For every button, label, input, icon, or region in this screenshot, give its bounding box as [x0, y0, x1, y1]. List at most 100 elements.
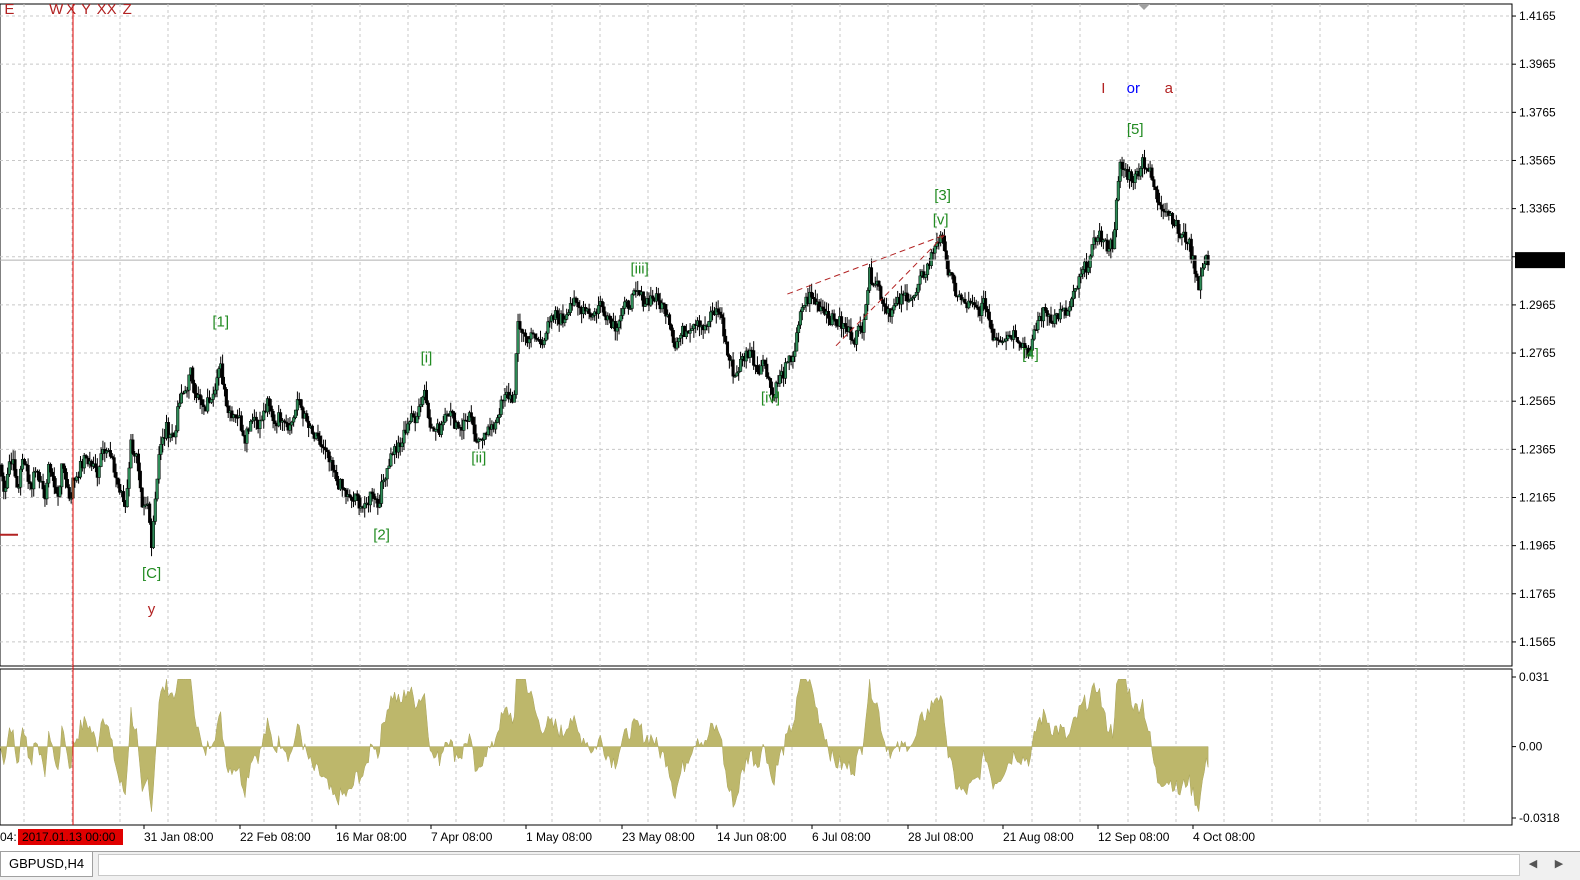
candle [434, 429, 437, 431]
candle [784, 363, 787, 379]
candle [1016, 337, 1019, 342]
candle [779, 375, 782, 383]
candle [722, 318, 725, 336]
candle [425, 390, 428, 403]
candle [1130, 172, 1133, 181]
candle [764, 360, 767, 364]
candle [240, 416, 243, 431]
candle [870, 268, 873, 284]
candle [721, 315, 724, 318]
candle [717, 309, 720, 312]
price-tick-label: 1.2565 [1519, 394, 1556, 408]
candle [296, 399, 299, 410]
candle [68, 487, 71, 498]
candle [169, 435, 172, 438]
candle [175, 431, 178, 437]
price-tick-label: 1.4165 [1519, 9, 1556, 23]
time-tick-label: 6 Jul 08:00 [812, 830, 871, 844]
candle [1014, 330, 1017, 337]
candle [158, 454, 161, 479]
candle [708, 322, 711, 327]
time-tick-label: 21 Aug 08:00 [1003, 830, 1074, 844]
candle [332, 460, 335, 470]
candle [500, 400, 503, 415]
candle [1196, 274, 1199, 277]
candle [709, 312, 712, 322]
candle [1177, 220, 1180, 233]
candle [1143, 158, 1146, 169]
time-tick-label: 7 Apr 08:00 [431, 830, 493, 844]
candle [844, 323, 847, 326]
candle [401, 443, 404, 447]
candle [919, 276, 922, 284]
candle [621, 308, 624, 315]
wave-label: [5] [1127, 121, 1144, 138]
candle [603, 307, 606, 316]
candle [358, 495, 361, 508]
candle [335, 472, 338, 481]
wave-label: [ii] [471, 450, 486, 467]
candle [1053, 315, 1056, 324]
candle [951, 272, 954, 275]
candle [1203, 264, 1206, 268]
candle [326, 450, 329, 452]
candle [515, 354, 518, 395]
candle [348, 494, 351, 497]
horizontal-scrollbar[interactable] [98, 854, 1520, 876]
candle [216, 378, 219, 390]
candle [1044, 307, 1047, 310]
candle [148, 504, 151, 523]
candle [319, 436, 322, 445]
candle [1158, 202, 1161, 205]
price-panel [0, 4, 1512, 666]
scroll-right-icon[interactable]: ▶ [1552, 856, 1566, 872]
price-tick-label: 1.3965 [1519, 57, 1556, 71]
wave-label: [iv] [761, 389, 780, 406]
candle [14, 459, 17, 476]
candle [651, 296, 654, 299]
candle [1108, 249, 1111, 251]
price-tick-label: 1.3365 [1519, 202, 1556, 216]
candle [42, 481, 45, 489]
candle [1080, 274, 1083, 277]
candle [577, 302, 580, 307]
symbol-tab-bar: GBPUSD,H4 ◀ ▶ [0, 851, 1580, 880]
candle [1121, 162, 1124, 169]
candle [270, 406, 273, 411]
candle [109, 450, 112, 456]
wave-label: [1] [212, 314, 229, 331]
candle [539, 339, 542, 343]
candle [94, 464, 97, 468]
candle [199, 395, 202, 400]
symbol-tab[interactable]: GBPUSD,H4 [0, 852, 93, 877]
candle [193, 383, 196, 393]
candle [51, 472, 54, 476]
osc-tick-label: 0.00 [1519, 740, 1543, 754]
candle [1156, 190, 1159, 203]
candle [16, 476, 19, 487]
wave-label: E [4, 1, 14, 18]
candle [732, 360, 735, 376]
candle [1068, 307, 1071, 311]
candle [214, 390, 217, 394]
candle [421, 397, 424, 404]
candle [1181, 235, 1184, 238]
candle [1050, 315, 1053, 323]
time-tick-label: 16 Mar 08:00 [336, 830, 407, 844]
candle [223, 384, 226, 389]
candle [616, 328, 619, 331]
candle [378, 503, 381, 507]
candle [524, 333, 527, 336]
wave-label: [3] [934, 187, 951, 204]
candle [597, 305, 600, 313]
candle [564, 319, 567, 322]
candle [1151, 168, 1154, 180]
candle [1134, 174, 1137, 183]
candle [984, 298, 987, 309]
candle [891, 310, 894, 317]
candle [388, 466, 391, 468]
candle [55, 487, 58, 493]
candle [975, 305, 978, 307]
scroll-left-icon[interactable]: ◀ [1526, 856, 1540, 872]
